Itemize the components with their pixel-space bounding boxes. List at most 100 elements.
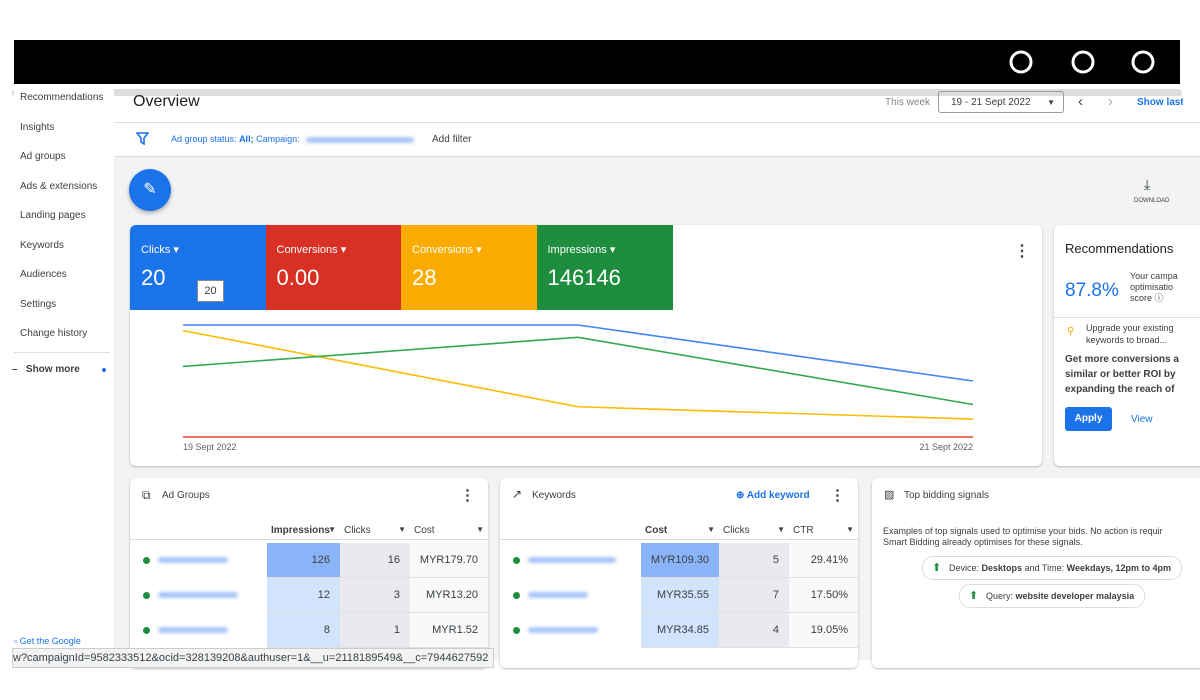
body-line: expanding the reach of [1065, 384, 1175, 395]
filter-bar [114, 123, 1200, 157]
show-more[interactable]: – Show more [12, 364, 80, 375]
column-header[interactable]: CTR ▼ [793, 525, 854, 536]
metric-name: Conversions [276, 244, 338, 256]
column-header[interactable]: Cost ▼ [414, 525, 484, 536]
nav-item: Recommendations [20, 92, 104, 103]
view-button[interactable]: View [1131, 414, 1153, 425]
header-rule [130, 539, 488, 540]
column-header[interactable]: Impressions ▼ [271, 525, 336, 536]
sidebar: Recommendations Insights Ad groups Ads & ex… [14, 88, 114, 658]
add-keyword[interactable]: ⊕ Add keyword [736, 490, 810, 501]
download-label[interactable]: DOWNLOAD [1134, 198, 1170, 204]
metric-tile[interactable]: Impressions ▾ 146146 [536, 225, 673, 310]
download-icon[interactable]: ⤓ [1144, 176, 1151, 192]
chart-card: Clicks ▾ 20 Conversions ▾ 0.00 Conversions ▾… [130, 225, 1042, 466]
blurred-name [158, 557, 228, 563]
table-cell: MYR179.70 [410, 543, 488, 578]
description-line: Examples of top signals used to optimise… [883, 526, 1163, 536]
more-menu[interactable]: ⋮ [830, 487, 845, 504]
score-line: score [1130, 293, 1153, 303]
next-arrow[interactable]: › [1108, 93, 1113, 110]
signals-card: ▨ Top bidding signals Examples of top si… [872, 478, 1200, 668]
table-cell: 8 [267, 613, 340, 648]
card-icon: ⧉ [142, 488, 151, 502]
metric-tile[interactable]: Conversions ▾ 0.00 [265, 225, 402, 310]
table-cell: MYR13.20 [410, 578, 488, 613]
score-line: optimisatio [1130, 282, 1174, 292]
window-controls [1009, 50, 1155, 74]
series-line [183, 324, 974, 382]
blurred-campaign [306, 137, 414, 143]
card-icon: ↗ [512, 487, 523, 501]
column-label: Clicks [344, 525, 371, 536]
table-cell: 17.50% [789, 578, 858, 613]
rec-title: Recommendations [1065, 241, 1174, 256]
body-line: similar or better ROI by [1065, 369, 1176, 380]
nav-item: Keywords [20, 240, 64, 251]
date-range: 19 - 21 Sept 2022 [951, 97, 1031, 108]
sort-arrow: ▼ [476, 525, 484, 534]
edit-button[interactable]: ✎ [129, 169, 171, 211]
search-icon: ⚲ [1067, 326, 1075, 337]
status-label: Ad group status: [171, 134, 237, 144]
metric-value: 20 [141, 265, 166, 290]
status-dot [513, 627, 520, 634]
table-cell: MYR1.52 [410, 613, 488, 648]
apply-button[interactable]: Apply [1065, 407, 1112, 431]
status-value: All; [239, 134, 254, 144]
show-last[interactable]: Show last [1137, 97, 1183, 108]
filter-text: Ad group status: All; Campaign: [171, 134, 300, 144]
column-header[interactable]: Clicks ▼ [344, 525, 406, 536]
rec-body: Get more conversions a similar or better… [1065, 352, 1179, 397]
more-menu[interactable]: ⋮ [460, 487, 475, 504]
signals-description: Examples of top signals used to optimise… [883, 526, 1163, 548]
description-line: Smart Bidding already optimises for thes… [883, 537, 1083, 547]
card-title: Ad Groups [162, 490, 210, 501]
date-picker[interactable]: 19 - 21 Sept 2022 ▼ [938, 91, 1064, 113]
sort-arrow: ▼ [328, 525, 336, 534]
nav-item: Landing pages [20, 210, 86, 221]
footer-label: Get the Google [19, 636, 81, 646]
column-header[interactable]: Cost ▼ [645, 525, 715, 536]
series-line [182, 336, 974, 406]
filter-icon[interactable] [136, 132, 149, 145]
add-keyword-label: Add keyword [746, 490, 810, 501]
series-line [182, 329, 974, 420]
status-dot [143, 592, 150, 599]
table-cell: 5 [719, 543, 789, 578]
metric-name: Impressions [547, 244, 607, 256]
nav-item: Audiences [20, 269, 67, 280]
x-tick-label: 21 Sept 2022 [919, 442, 973, 452]
sidebar-footer[interactable]: ▫ Get the Google [14, 636, 81, 646]
status-dot [143, 557, 150, 564]
blurred-name [158, 592, 238, 598]
more-menu[interactable]: ⋮ [1014, 243, 1030, 260]
blurred-name [528, 557, 616, 563]
table-cell: 12 [267, 578, 340, 613]
metric-value: 28 [412, 265, 437, 290]
prev-arrow[interactable]: ‹ [1078, 93, 1083, 110]
table-cell: MYR109.30 [641, 543, 719, 578]
table-cell: 19.05% [789, 613, 858, 648]
metric-label: Conversions ▾ [276, 244, 347, 256]
blurred-name [158, 627, 228, 633]
card-title: Keywords [532, 490, 576, 501]
metric-value: 0.00 [276, 265, 320, 290]
sort-arrow: ▼ [777, 525, 785, 534]
metric-name: Clicks [141, 244, 171, 256]
status-dot [513, 592, 520, 599]
chip-part: and Time: [1024, 563, 1065, 573]
table-cell: 4 [719, 613, 789, 648]
card-icon: ▨ [884, 489, 895, 501]
add-filter[interactable]: Add filter [432, 134, 472, 145]
nav-item: Ad groups [20, 151, 66, 162]
metric-label: Clicks ▾ [141, 244, 179, 256]
recommendations-card: Recommendations 87.8% Your campa optimis… [1054, 225, 1200, 466]
column-label: Cost [645, 525, 668, 536]
column-header[interactable]: Clicks ▼ [723, 525, 785, 536]
score-line: Your campa [1130, 271, 1178, 281]
table-cell: 7 [719, 578, 789, 613]
metric-tile[interactable]: Conversions ▾ 28 [401, 225, 537, 310]
blurred-name [528, 592, 588, 598]
